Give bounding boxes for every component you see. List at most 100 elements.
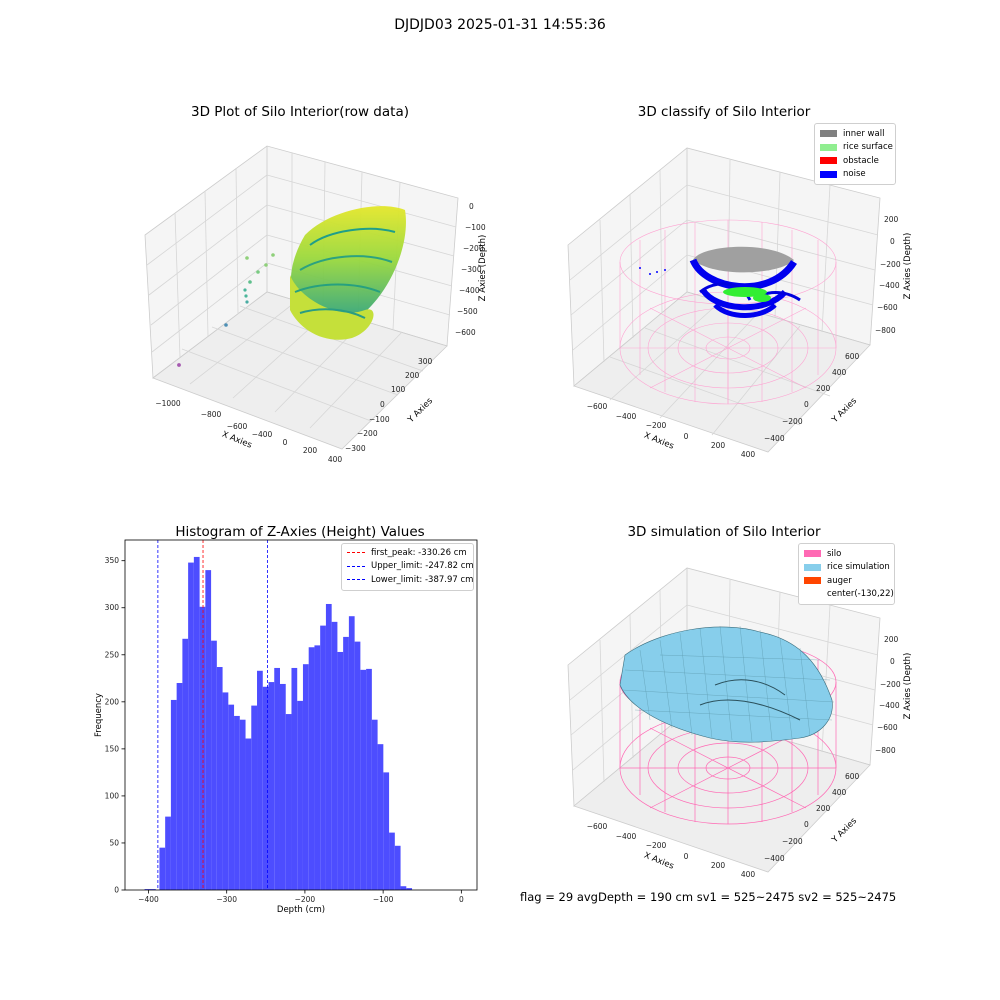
histogram-bar <box>389 832 395 890</box>
legend-line <box>347 565 365 567</box>
histogram-bar <box>400 886 407 890</box>
histogram-bar <box>170 699 177 890</box>
histogram-bar <box>274 667 280 890</box>
raw-ztick: −100 <box>465 223 486 232</box>
y-tick-label: 250 <box>105 650 120 659</box>
histogram-bar <box>314 645 321 890</box>
histogram-bar <box>285 714 292 890</box>
histogram-bar <box>331 621 338 890</box>
y-tick-label: 150 <box>105 744 120 753</box>
legend-label: center(-130,22) <box>827 589 894 600</box>
raw-ytick: 100 <box>391 385 406 394</box>
simulation-xtick: 200 <box>711 861 726 870</box>
simulation-plot-title: 3D simulation of Silo Interior <box>627 524 821 540</box>
histogram-bar <box>394 845 401 890</box>
simulation-ytick: 600 <box>845 772 860 781</box>
classify-plot-title: 3D classify of Silo Interior <box>637 104 811 120</box>
raw-ytick: −300 <box>345 444 366 453</box>
x-tick-label: −200 <box>295 895 316 904</box>
histogram-bar <box>406 888 413 890</box>
simulation-ytick: −400 <box>764 854 785 863</box>
raw-ytick: −200 <box>357 429 378 438</box>
figure-title: DJDJD03 2025-01-31 14:55:36 <box>394 17 606 33</box>
y-tick-label: 100 <box>105 791 120 800</box>
histogram-bar <box>297 700 303 890</box>
raw-ztick: −200 <box>463 244 484 253</box>
legend-item-first-peak: first_peak: -330.26 cm <box>347 546 468 560</box>
legend-swatch <box>820 170 837 178</box>
classify-ztick: −800 <box>875 326 896 335</box>
histogram-bar <box>193 556 200 890</box>
simulation-zlabel: Z Axies (Depth) <box>903 653 913 720</box>
raw-xtick: −800 <box>201 410 222 419</box>
raw-3d-plot: −1000 −800 −600 −400 0 200 400 300 200 1… <box>144 145 488 464</box>
classify-xtick: 0 <box>684 432 689 441</box>
legend-swatch <box>820 130 837 138</box>
classify-ytick: 0 <box>804 400 809 409</box>
x-tick-label: −300 <box>216 895 237 904</box>
simulation-ytick: −200 <box>782 837 803 846</box>
simulation-ytick: 0 <box>804 820 809 829</box>
classify-3d-plot: −600 −400 −200 0 200 400 600 400 200 0 −… <box>567 147 913 459</box>
histogram-bar <box>211 640 217 890</box>
raw-ztick: −400 <box>459 286 480 295</box>
x-tick-label: 0 <box>459 895 464 904</box>
raw-xtick: −400 <box>252 430 273 439</box>
histogram-bar <box>239 719 246 890</box>
legend-item-center: center(-130,22) <box>804 588 894 602</box>
x-tick-label: −400 <box>138 895 159 904</box>
simulation-ztick: −200 <box>880 680 901 689</box>
raw-ytick: 0 <box>380 400 385 409</box>
simulation-ytick: 400 <box>832 788 847 797</box>
classify-ytick: −200 <box>782 417 803 426</box>
histogram-bar <box>325 603 332 890</box>
histogram-legend: first_peak: -330.26 cm Upper_limit: -247… <box>341 543 474 591</box>
histogram-bar <box>182 638 189 890</box>
histogram-bar <box>205 570 212 890</box>
histogram-bar <box>302 664 309 890</box>
histogram-bar <box>165 816 171 890</box>
legend-label: first_peak: -330.26 cm <box>371 547 467 558</box>
raw-zlabel: Z Axies (Depth) <box>478 235 488 302</box>
simulation-ztick: −600 <box>877 723 898 732</box>
legend-item-rice-simulation: rice simulation <box>804 561 890 575</box>
simulation-legend: silo rice simulation auger center(-130,2… <box>798 543 895 605</box>
legend-label: Lower_limit: -387.97 cm <box>371 574 474 585</box>
raw-xtick: −600 <box>227 422 248 431</box>
legend-label: silo <box>827 548 842 559</box>
histogram-bar <box>188 562 194 890</box>
histogram-bar <box>360 669 367 890</box>
histogram-bar <box>251 705 258 890</box>
legend-item-noise: noise <box>820 168 890 182</box>
histogram-bar <box>291 667 298 890</box>
classify-xtick: 400 <box>741 450 756 459</box>
legend-item-auger: auger <box>804 574 889 588</box>
simulation-xtick: 0 <box>684 852 689 861</box>
legend-swatch <box>804 591 821 598</box>
legend-label: noise <box>843 169 866 180</box>
raw-xtick: 0 <box>283 438 288 447</box>
histogram-bar <box>308 647 315 890</box>
histogram-bar <box>216 667 223 890</box>
histogram-bar <box>228 704 235 890</box>
classify-xtick: 200 <box>711 441 726 450</box>
legend-item-lower-limit: Lower_limit: -387.97 cm <box>347 573 473 587</box>
raw-xtick: 200 <box>303 446 318 455</box>
histogram-title: Histogram of Z-Axies (Height) Values <box>175 524 425 540</box>
simulation-ylabel: Y Axies <box>829 816 859 846</box>
classify-ztick: −600 <box>877 303 898 312</box>
legend-item-silo: silo <box>804 547 889 561</box>
classify-xtick: −400 <box>616 412 637 421</box>
histogram-bar <box>371 719 378 890</box>
histogram-ylabel: Frequency <box>94 693 104 737</box>
x-tick-label: −100 <box>373 895 394 904</box>
raw-ytick: 200 <box>405 371 420 380</box>
classified-point-cloud <box>639 246 801 318</box>
legend-item-inner-wall: inner wall <box>820 127 890 141</box>
histogram-bar <box>262 686 269 890</box>
histogram-bar <box>354 641 361 890</box>
classify-ztick: 200 <box>884 215 899 224</box>
classify-ytick: 400 <box>832 368 847 377</box>
legend-swatch <box>804 577 821 585</box>
simulation-ytick: 200 <box>816 804 831 813</box>
